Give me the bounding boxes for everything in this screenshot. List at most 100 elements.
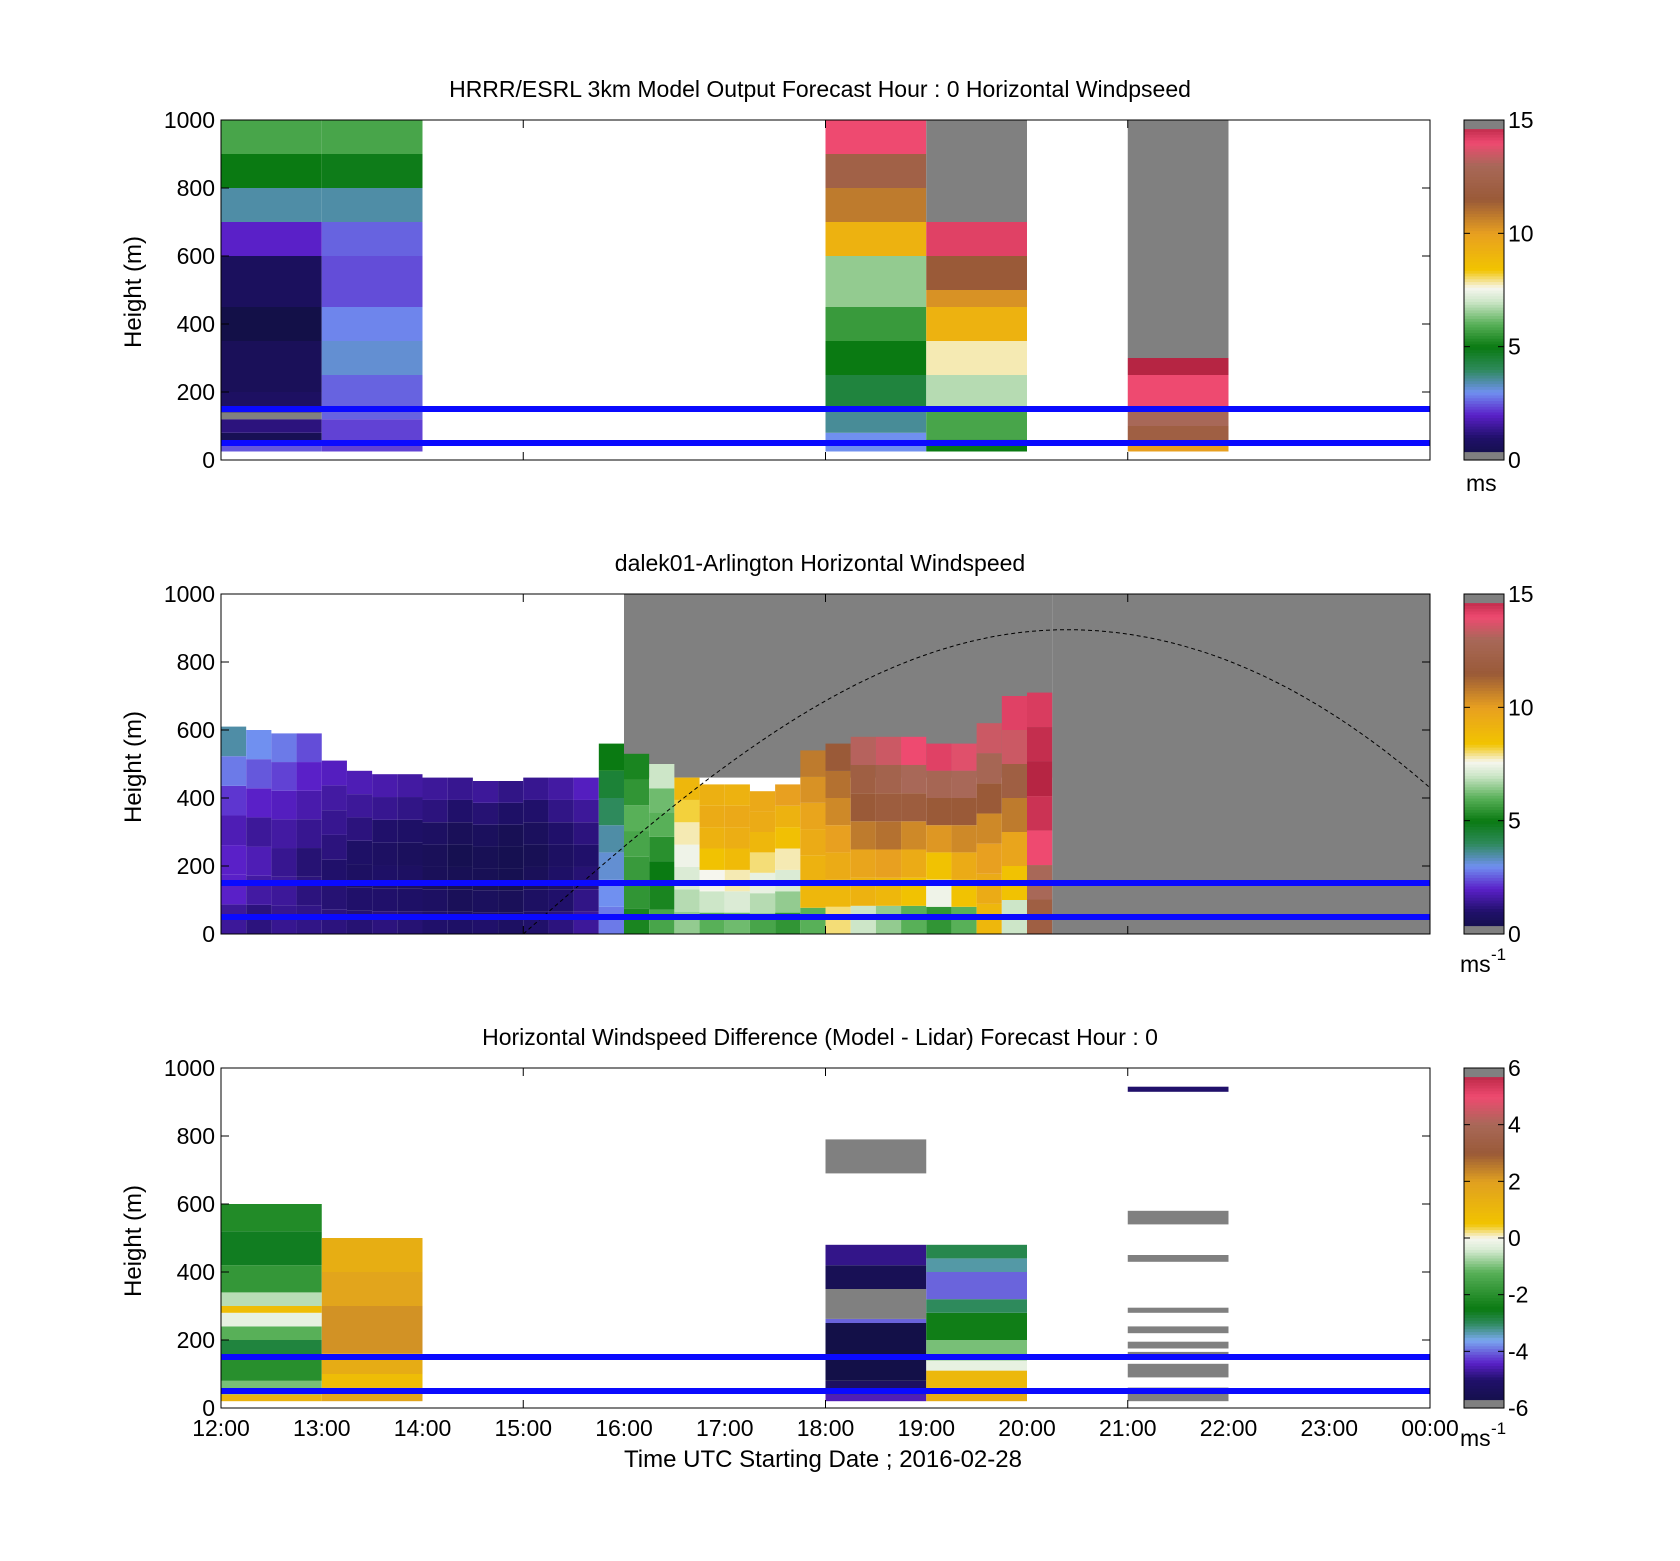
- heatmap-cell: [825, 770, 851, 798]
- colorbar-swatch: [1464, 159, 1504, 164]
- colorbar-swatch: [1464, 241, 1504, 246]
- colorbar-swatch: [1464, 616, 1504, 621]
- colorbar-swatch: [1464, 358, 1504, 362]
- colorbar-swatch: [1464, 199, 1504, 203]
- colorbar-swatch: [1464, 888, 1504, 893]
- colorbar-swatch: [1464, 679, 1504, 683]
- boundary-layer-curve: [522, 629, 1431, 935]
- colorbar-swatch: [1464, 196, 1504, 200]
- colorbar-swatch: [1464, 409, 1504, 413]
- heatmap-cell: [850, 821, 876, 850]
- colorbar-swatch: [1464, 1382, 1504, 1386]
- heatmap-cell: [321, 760, 347, 786]
- heatmap-cell: [472, 868, 499, 891]
- colorbar-swatch: [1464, 732, 1504, 737]
- colorbar-swatch: [1464, 426, 1504, 430]
- colorbar: 0 5 10 15 ms: [1463, 107, 1534, 496]
- heatmap-cell: [221, 419, 322, 433]
- colorbar-swatch: [1464, 1153, 1504, 1157]
- colorbar-swatch: [1464, 1379, 1504, 1384]
- heatmap-cell: [951, 906, 977, 934]
- heatmap-cell: [875, 764, 902, 794]
- colorbar-swatch: [1464, 1221, 1504, 1225]
- heatmap-cell: [271, 848, 297, 877]
- colorbar-swatch: [1464, 764, 1504, 768]
- colorbar-swatch: [1464, 406, 1504, 410]
- heatmap-cell: [246, 817, 272, 847]
- colorbar-swatch: [1464, 664, 1504, 669]
- heatmap-cell: [422, 777, 448, 800]
- colorbar-swatch: [1464, 239, 1504, 243]
- colorbar-swatch: [1464, 1351, 1504, 1355]
- colorbar-swatch: [1464, 681, 1504, 686]
- heatmap-cell: [926, 798, 952, 826]
- colorbar-swatch: [1464, 1116, 1504, 1120]
- heatmap-cell: [775, 805, 801, 828]
- heatmap-cell: [624, 753, 650, 780]
- heatmap-cell: [926, 1360, 1027, 1371]
- heatmap-cell: [1127, 375, 1229, 409]
- heatmap-cell: [397, 888, 423, 912]
- colorbar-swatch: [1464, 922, 1504, 927]
- colorbar-swatch: [1464, 1328, 1504, 1333]
- colorbar-tick-label: -4: [1508, 1338, 1529, 1364]
- model-panel: HRRR/ESRL 3km Model Output Forecast Hour…: [120, 76, 1534, 496]
- heatmap-cell: [976, 753, 1002, 784]
- colorbar-swatch: [1464, 1402, 1504, 1406]
- colorbar-swatch: [1464, 423, 1504, 427]
- y-tick-label: 1000: [164, 107, 215, 133]
- heatmap-cell: [825, 256, 927, 307]
- heatmap-cell: [422, 889, 448, 912]
- heatmap-cell: [649, 909, 675, 934]
- colorbar-swatch: [1464, 256, 1504, 260]
- colorbar-swatch: [1464, 1294, 1504, 1299]
- heatmap-cell: [598, 852, 624, 880]
- colorbar-tick-label: 5: [1508, 808, 1521, 834]
- colorbar-swatch: [1464, 735, 1504, 740]
- heatmap-cell: [246, 730, 272, 760]
- colorbar-swatch: [1464, 792, 1504, 796]
- colorbar-swatch: [1464, 633, 1504, 638]
- colorbar-swatch: [1464, 1396, 1504, 1401]
- colorbar-swatch: [1464, 747, 1504, 751]
- colorbar-swatch: [1464, 1283, 1504, 1287]
- heatmap-cell: [221, 815, 247, 846]
- colorbar-swatch: [1464, 355, 1504, 359]
- heatmap-cell: [498, 868, 524, 891]
- colorbar-swatch: [1464, 139, 1504, 144]
- colorbar-swatch: [1464, 428, 1504, 433]
- colorbar-swatch: [1464, 670, 1504, 674]
- lidar-panel-title: dalek01-Arlington Horizontal Windspeed: [615, 550, 1025, 576]
- colorbar-swatch: [1464, 125, 1504, 130]
- colorbar-swatch: [1464, 258, 1504, 263]
- heatmap-cell: [749, 832, 776, 853]
- colorbar-swatch: [1464, 928, 1504, 932]
- heatmap-cell: [850, 793, 876, 822]
- model-panel-y-axis-label: Height (m): [120, 236, 147, 348]
- colorbar-swatch: [1464, 917, 1504, 921]
- colorbar-swatch: [1464, 781, 1504, 785]
- y-tick-label: 0: [202, 1395, 215, 1421]
- colorbar-swatch: [1464, 891, 1504, 895]
- heatmap-cell: [221, 1231, 322, 1266]
- colorbar-swatch: [1464, 1138, 1504, 1143]
- colorbar-swatch: [1464, 1141, 1504, 1146]
- colorbar-swatch: [1464, 148, 1504, 152]
- heatmap-cell: [775, 827, 801, 849]
- heatmap-cell: [800, 750, 826, 777]
- heatmap-cell: [397, 797, 423, 820]
- heatmap-cell: [926, 307, 1027, 341]
- heatmap-cell: [221, 154, 322, 188]
- colorbar-swatch: [1464, 205, 1504, 209]
- heatmap-cell: [498, 846, 524, 869]
- colorbar-swatch: [1464, 343, 1504, 348]
- colorbar-unit-label: ms: [1460, 1425, 1491, 1451]
- colorbar-swatch: [1464, 1365, 1504, 1369]
- colorbar-swatch: [1464, 931, 1504, 935]
- heatmap-cell: [321, 884, 347, 910]
- heatmap-cell: [498, 890, 524, 913]
- colorbar-tick-label: 4: [1508, 1112, 1521, 1138]
- heatmap-cell: [674, 889, 700, 912]
- heatmap-cell: [321, 341, 423, 375]
- colorbar-swatch: [1464, 1204, 1504, 1208]
